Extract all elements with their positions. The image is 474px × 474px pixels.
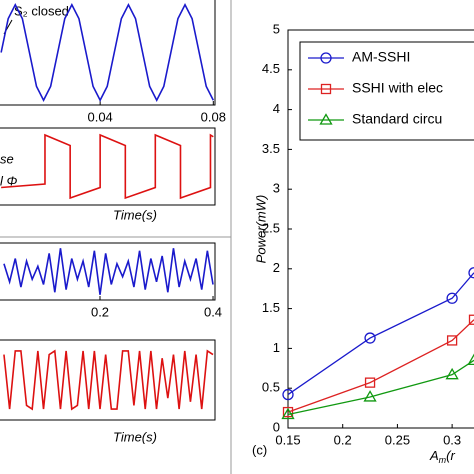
annotation: S₂ closed [14,3,69,18]
y-tick-label: 3.5 [262,141,280,156]
series-line [3,248,214,295]
marker [364,332,376,344]
legend-label: Standard circu [352,111,442,127]
annotation: se [0,151,14,166]
x-tick-label: 0.04 [87,109,112,124]
y-tick-label: 0 [273,419,280,434]
x-tick-label: 0.25 [385,432,410,447]
x-tick-label: 0.3 [443,432,461,447]
marker [320,52,332,64]
x-axis-label: Am(r [429,448,456,465]
x-tick-label: 0.4 [204,304,222,319]
y-tick-label: 2.5 [262,220,280,235]
x-tick-label: 0.2 [334,432,352,447]
legend-label: SSHI with elec [352,80,443,96]
y-axis-label: Power(mW) [253,195,268,264]
marker [445,367,459,380]
x-axis-label-part: m [439,455,447,465]
x-tick-label: 0.15 [275,432,300,447]
plot-frame [0,127,216,206]
x-axis-label: Time(s) [113,429,157,444]
series-line [287,359,474,416]
marker [320,83,332,95]
series-line [287,272,474,396]
marker [282,406,294,418]
y-tick-label: 1.5 [262,300,280,315]
y-tick-label: 4 [273,101,280,116]
y-tick-label: 0.5 [262,380,280,395]
marker [363,390,377,402]
marker [364,377,376,388]
annotation: l Φ [0,173,18,188]
x-tick-label: 0.08 [201,109,226,124]
marker [468,267,474,279]
plot-frame [0,339,216,421]
y-tick-label: 3 [273,181,280,196]
y-tick-label: 2 [273,260,280,275]
marker [281,407,295,420]
x-axis-label-part: A [429,448,439,463]
series-line [287,319,474,413]
marker [446,292,458,304]
y-tick-label: 5 [273,21,280,36]
marker [319,113,333,125]
marker [468,314,474,325]
x-tick-label: 0.2 [91,304,109,319]
marker [467,353,474,365]
marker [446,335,458,346]
series-line [3,349,214,411]
marker [282,388,294,401]
x-axis-label-part: (r [446,448,455,463]
series-line [1,133,214,200]
plot-frame [0,242,216,301]
plot-frame [0,0,216,106]
annotation: (c) [252,442,267,457]
y-tick-label: 4.5 [262,61,280,76]
legend-label: AM-SSHI [352,49,410,65]
y-tick-label: 1 [273,340,280,355]
x-axis-label: Time(s) [113,207,157,222]
series-line [0,3,215,102]
